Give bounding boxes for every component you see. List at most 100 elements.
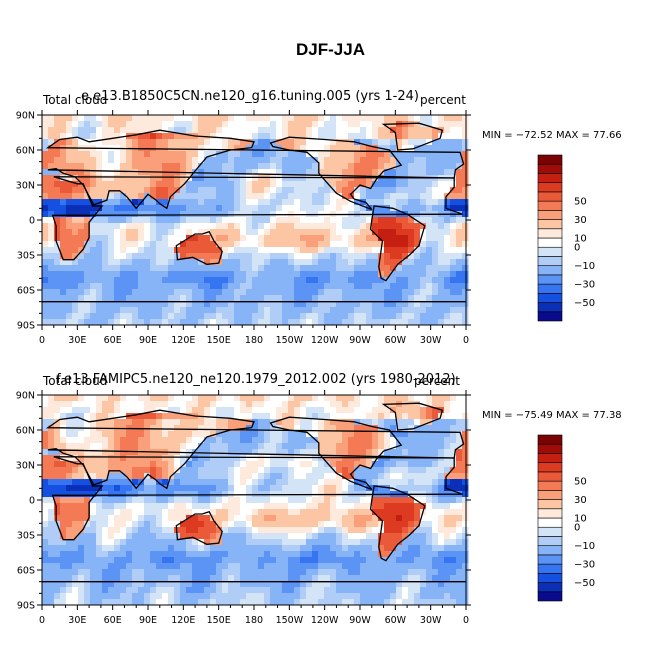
field-cell [450,163,457,170]
field-cell [192,199,199,206]
field-cell [294,169,301,176]
field-cell [84,139,91,146]
field-cell [306,283,313,290]
field-cell [102,211,109,218]
field-cell [354,247,361,254]
field-cell [312,575,319,582]
field-cell [90,491,97,498]
field-cell [156,545,163,552]
field-cell [258,497,265,504]
field-cell [234,443,241,450]
field-cell [336,313,343,320]
field-cell [402,163,409,170]
field-cell [318,425,325,432]
field-cell [90,211,97,218]
field-cell [252,443,259,450]
field-cell [252,319,259,326]
field-cell [108,181,115,188]
field-cell [360,169,367,176]
field-cell [234,581,241,588]
colorbar-swatch [537,210,563,220]
field-cell [102,235,109,242]
field-cell [312,151,319,158]
field-cell [210,211,217,218]
field-cell [114,265,121,272]
field-cell [456,575,463,582]
field-cell [210,557,217,564]
field-cell [324,557,331,564]
field-cell [270,455,277,462]
field-cell [72,163,79,170]
field-cell [264,229,271,236]
field-cell [264,587,271,594]
field-cell [378,587,385,594]
field-cell [192,575,199,582]
field-cell [348,163,355,170]
field-cell [312,473,319,480]
field-cell [192,151,199,158]
field-cell [180,563,187,570]
field-cell [102,121,109,128]
field-cell [114,115,121,122]
field-cell [354,413,361,420]
field-cell [156,527,163,534]
field-cell [276,301,283,308]
field-cell [300,199,307,206]
field-cell [426,443,433,450]
field-cell [84,491,91,498]
field-cell [192,163,199,170]
field-cell [114,277,121,284]
field-cell [234,121,241,128]
field-cell [396,395,403,402]
field-cell [246,283,253,290]
field-cell [84,485,91,492]
field-cell [306,563,313,570]
field-cell [66,545,73,552]
field-cell [156,515,163,522]
field-cell [174,401,181,408]
field-cell [360,223,367,230]
field-cell [108,253,115,260]
field-cell [180,307,187,314]
field-cell [456,193,463,200]
field-cell [102,115,109,122]
field-cell [408,569,415,576]
field-cell [438,419,445,426]
field-cell [246,497,253,504]
field-cell [78,467,85,474]
field-cell [270,319,277,326]
field-cell [78,521,85,528]
field-cell [90,569,97,576]
field-cell [90,557,97,564]
field-cell [258,115,265,122]
field-cell [258,271,265,278]
field-cell [48,467,55,474]
field-cell [60,217,67,224]
field-cell [426,217,433,224]
field-cell [96,187,103,194]
field-cell [48,515,55,522]
field-cell [258,289,265,296]
field-cell [336,545,343,552]
field-cell [144,527,151,534]
field-cell [294,301,301,308]
field-cell [318,413,325,420]
field-cell [336,199,343,206]
field-cell [366,229,373,236]
field-cell [168,271,175,278]
field-cell [234,157,241,164]
field-cell [438,563,445,570]
field-cell [288,461,295,468]
field-cell [192,115,199,122]
field-cell [408,395,415,402]
field-cell [282,229,289,236]
field-cell [372,515,379,522]
field-cell [126,121,133,128]
field-cell [450,467,457,474]
field-cell [384,283,391,290]
field-cell [438,223,445,230]
field-cell [78,527,85,534]
field-cell [216,545,223,552]
field-cell [426,205,433,212]
field-cell [180,551,187,558]
